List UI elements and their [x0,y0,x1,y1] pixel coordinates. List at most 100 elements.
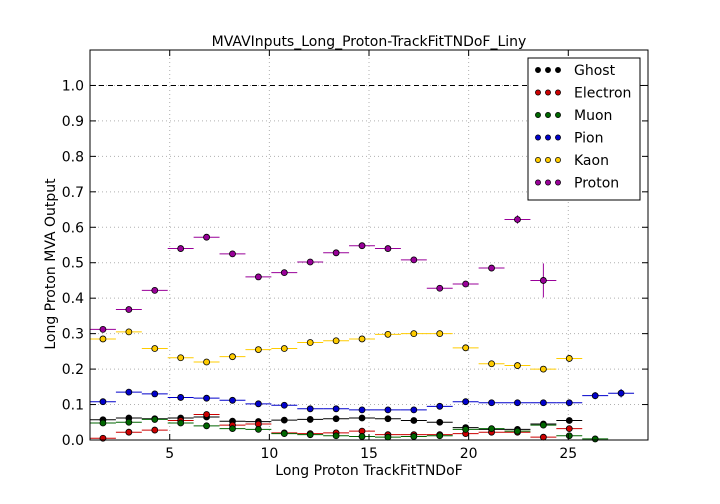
x-tick-label: 25 [559,446,577,462]
data-point [514,216,521,223]
data-point [591,435,599,443]
data-point [539,365,547,373]
data-point [436,330,444,338]
data-point [280,430,288,438]
chart-title: MVAVInputs_Long_Proton-TrackFitTNDoF_Lin… [212,34,527,50]
legend-marker [555,157,561,163]
legend-item-kaon: Kaon [535,153,609,169]
data-point [514,362,521,369]
series-muon [90,416,609,443]
y-tick-label: 0.2 [62,362,84,378]
data-point [617,389,625,397]
data-point [151,416,159,423]
data-point [306,405,314,413]
data-point [410,417,418,424]
legend-marker [535,179,541,186]
data-point [254,400,262,408]
data-point [280,345,288,352]
data-point [280,269,288,277]
data-point [384,433,392,441]
data-point [125,418,133,426]
series-layer [90,215,635,443]
data-point [280,416,288,424]
legend-marker [545,134,551,141]
data-point [99,325,107,333]
data-point [514,399,521,407]
legend-label: Proton [574,176,619,192]
y-tick-label: 0.8 [62,149,84,165]
data-point [462,398,470,406]
data-point [203,358,210,366]
data-point [151,426,159,434]
x-axis-label: Long Proton TrackFitTNDoF [275,463,462,479]
legend-label: Kaon [574,153,609,169]
legend-item-electron: Electron [535,86,631,102]
data-point [151,286,159,294]
data-point [177,419,185,427]
y-tick-label: 0.5 [62,256,84,272]
data-point [384,415,392,423]
data-point [332,415,340,423]
data-point [254,425,262,433]
legend-item-ghost: Ghost [535,63,616,79]
legend-label: Electron [574,86,631,102]
legend-marker [545,157,551,163]
legend-marker [535,67,541,73]
data-point [125,388,133,396]
series-proton [90,215,557,333]
data-point [436,432,444,440]
data-point [462,344,470,352]
data-point [358,406,366,414]
data-point [358,414,366,422]
data-point [203,394,210,402]
data-point [125,306,133,313]
legend-label: Pion [574,131,603,147]
data-point [151,345,159,352]
data-point [488,425,495,433]
data-point [125,428,133,436]
data-point [99,398,107,406]
legend-box [527,57,641,201]
x-tick-label: 15 [360,446,378,462]
legend-label: Muon [574,108,612,124]
legend-marker [535,89,541,96]
y-tick-label: 0.9 [62,114,84,130]
data-point [410,330,418,338]
data-point [229,353,236,361]
data-point [539,433,547,441]
y-tick-label: 0.6 [62,220,84,236]
legend-marker [545,67,551,73]
legend: Ghost Electron Muon Pion Kaon Proton [527,57,641,201]
data-point [306,431,314,439]
data-point [306,339,314,346]
series-pion [90,388,635,414]
data-point [410,406,418,414]
data-point [565,355,573,362]
data-point [203,422,210,430]
tick-layer: 5 10 15 20 25 0.0 0.1 0.2 0.3 0.4 0.5 0.6 0.7 0.8 0.9 1… [62,50,648,462]
data-point [280,401,288,409]
data-point [565,432,573,440]
data-point [565,425,573,433]
data-point [436,284,444,292]
legend-item-proton: Proton [535,176,619,192]
data-point [488,264,495,272]
data-point [306,416,314,423]
series-kaon [90,328,583,373]
legend-label: Ghost [574,63,616,79]
data-point [384,245,392,252]
data-point [565,399,573,407]
y-tick-label: 0.3 [62,327,84,343]
data-point [99,419,107,427]
data-point [229,425,236,433]
legend-marker [545,112,551,118]
data-point [514,427,521,435]
data-point [384,330,392,338]
legend-marker [555,89,561,96]
data-point [436,402,444,410]
data-point [332,405,340,413]
data-point [177,394,185,401]
data-point [358,242,366,250]
data-point [384,406,392,414]
data-point [565,417,573,424]
